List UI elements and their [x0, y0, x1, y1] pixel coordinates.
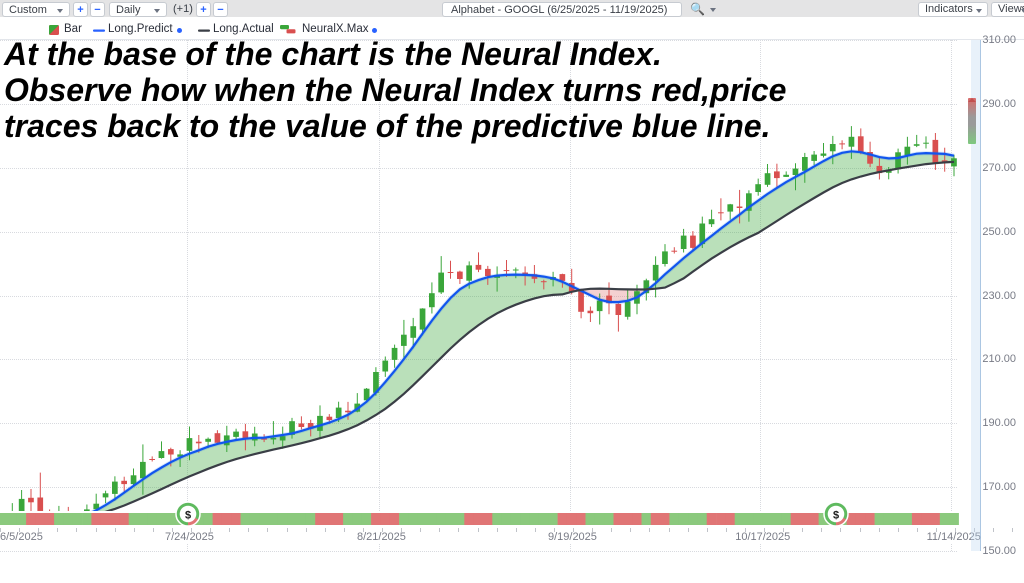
svg-text:$: $ [833, 510, 839, 522]
svg-text:$: $ [185, 510, 191, 522]
